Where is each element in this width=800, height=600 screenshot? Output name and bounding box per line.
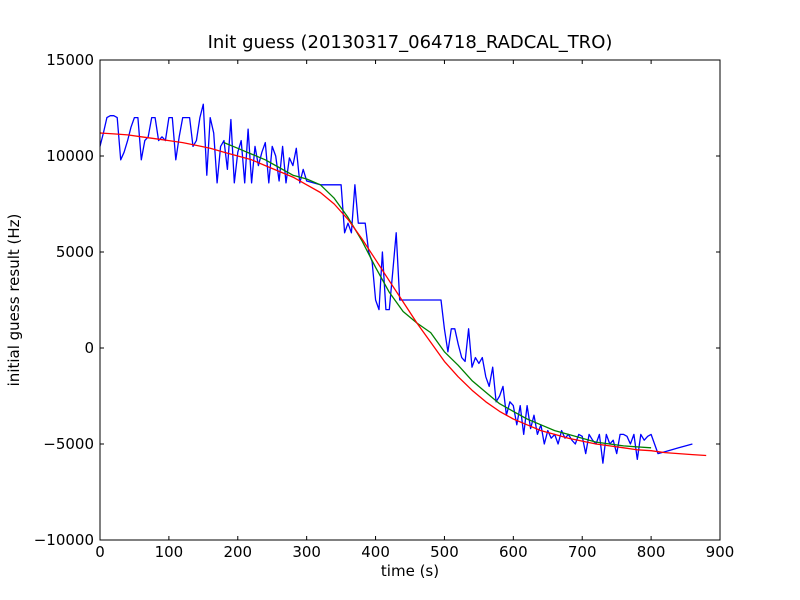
plot-frame: [99, 59, 721, 541]
x-tick-label: 500: [430, 543, 459, 561]
y-axis-label: initial guess result (Hz): [5, 214, 23, 387]
x-tick-label: 100: [155, 543, 184, 561]
ticks-layer: 0 100 200 300 400 500 600 700 800 900 −10000 −5000 0…: [34, 51, 735, 561]
series-line-1: [99, 103, 693, 464]
x-axis-label: time (s): [381, 562, 439, 580]
x-tick-label: 600: [499, 543, 528, 561]
x-tick-label: 700: [568, 543, 597, 561]
y-tick-label: 0: [84, 339, 94, 357]
series-line-2: [223, 141, 652, 449]
y-tick-label: −5000: [43, 435, 94, 453]
x-tick-label: 400: [361, 543, 390, 561]
series-line-3: [99, 132, 707, 457]
y-tick-label: 15000: [46, 51, 94, 69]
x-tick-label: 0: [95, 543, 105, 561]
x-tick-label: 200: [223, 543, 252, 561]
y-tick-label: −10000: [34, 531, 94, 549]
series-layer: [99, 103, 707, 464]
y-tick-label: 10000: [46, 147, 94, 165]
x-tick-label: 300: [292, 543, 321, 561]
chart-title: Init guess (20130317_064718_RADCAL_TRO): [208, 32, 613, 53]
x-tick-label: 900: [706, 543, 735, 561]
y-tick-label: 5000: [56, 243, 94, 261]
x-tick-label: 800: [637, 543, 666, 561]
